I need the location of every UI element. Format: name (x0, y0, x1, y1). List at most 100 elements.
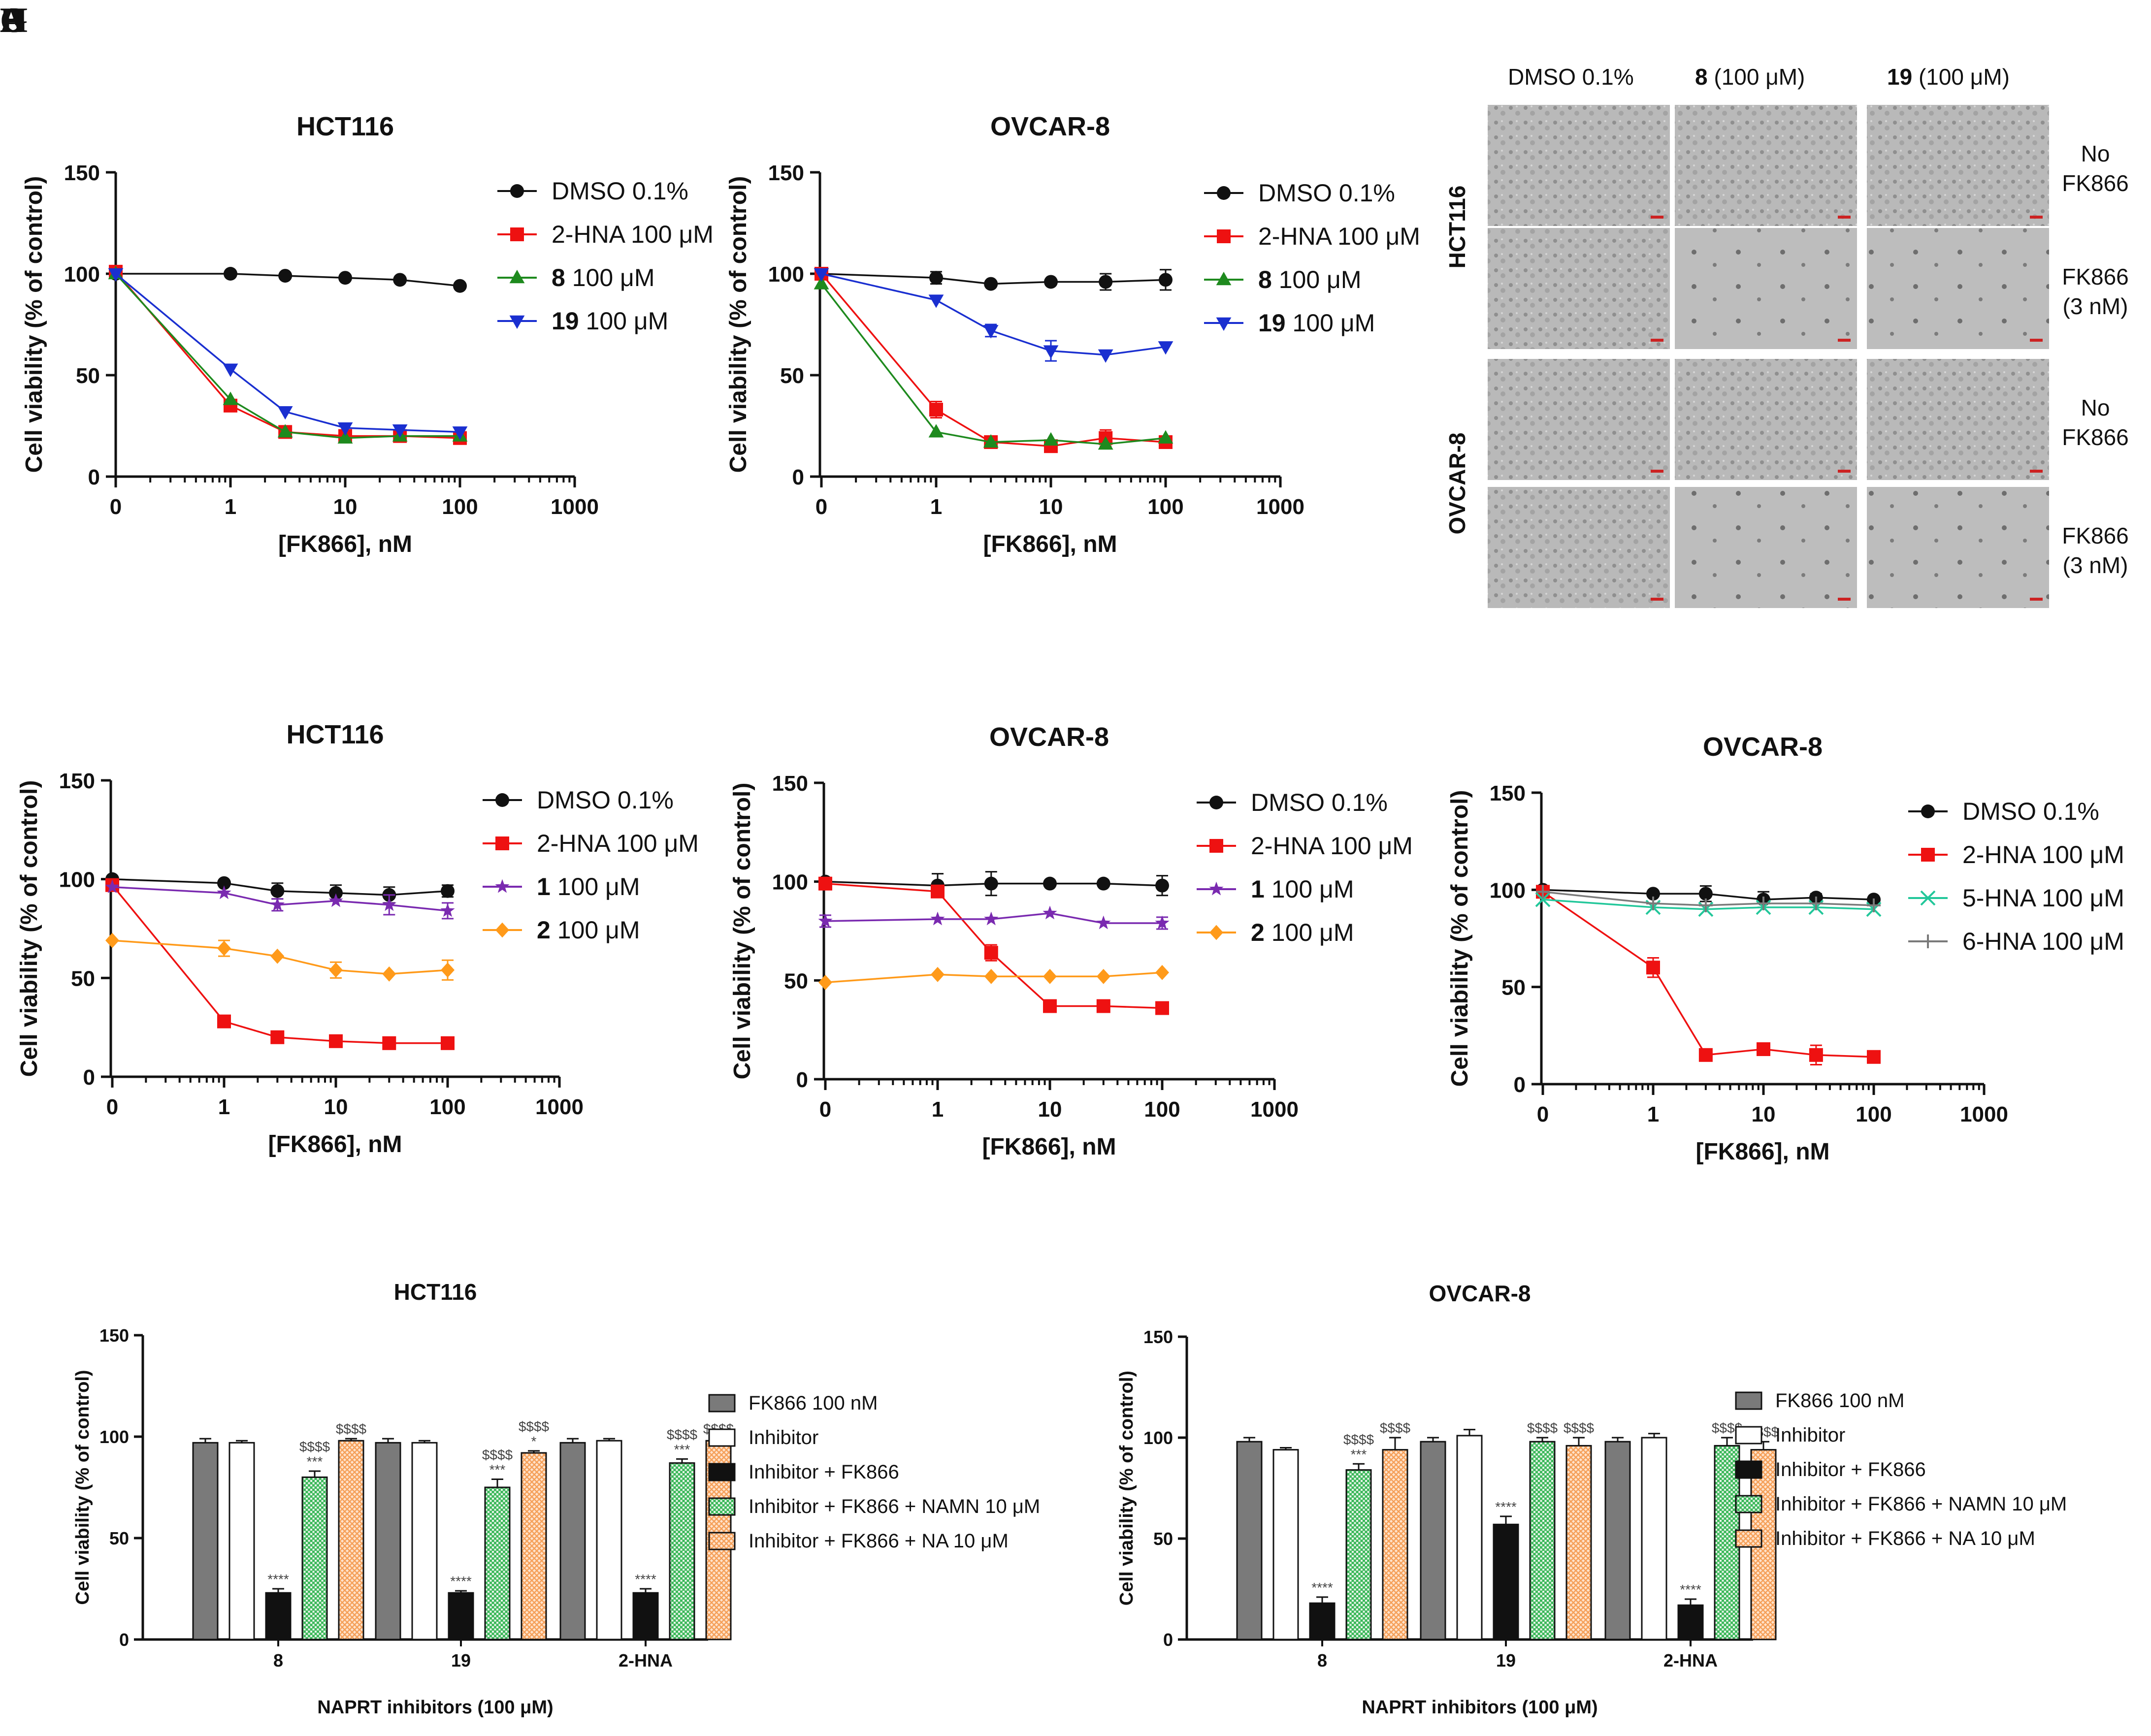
marker-triangle-down (223, 363, 238, 377)
marker-circle (1921, 804, 1935, 818)
line-chart-e: OVCAR-8 0 50 100 150 0 1 10 100 1000 [FK866], nM Ce… (729, 722, 1413, 1160)
series-line (1542, 891, 1874, 1058)
x-axis-label: [FK866], nM (1695, 1139, 1829, 1165)
y-tick-label: 100 (1490, 878, 1526, 902)
micrograph-grid: DMSO 0.1% 8 (100 μM) 19 (100 μM)NoFK866FK8… (1444, 64, 2129, 609)
marker-circle (453, 279, 467, 293)
marker-diamond (495, 922, 509, 938)
marker-diamond (382, 966, 396, 982)
x-axis-label: [FK866], nM (983, 531, 1117, 557)
marker-triangle-down (337, 422, 353, 436)
significance-label: $$$$ (299, 1439, 330, 1454)
legend-entry: DMSO 0.1% (1258, 179, 1395, 207)
marker-square (1096, 999, 1110, 1013)
marker-star (984, 911, 999, 926)
micrograph-frame (1674, 227, 1858, 350)
marker-diamond (217, 940, 231, 956)
marker-star (1096, 915, 1111, 930)
marker-star (1043, 905, 1057, 920)
legend-bold-part: 1 (537, 873, 551, 900)
legend-entry: 2-HNA 100 μM (537, 830, 699, 857)
x-tick-label: 1000 (535, 1095, 584, 1119)
marker-circle (217, 876, 231, 890)
bar (1382, 1449, 1408, 1640)
marker-diamond (105, 932, 119, 948)
y-tick-label: 100 (59, 868, 95, 892)
marker-circle (984, 876, 998, 891)
legend-bold-part: 2 (537, 916, 551, 944)
marker-diamond (1209, 925, 1223, 940)
legend-entry: Inhibitor (749, 1427, 818, 1448)
marker-triangle-down (1043, 345, 1059, 359)
legend-entry: DMSO 0.1% (1251, 789, 1388, 816)
marker-star (217, 885, 231, 900)
y-tick-label: 50 (71, 966, 95, 991)
x-tick-label: 1 (930, 495, 942, 519)
marker-square (1809, 1048, 1823, 1062)
bar (375, 1442, 401, 1640)
y-tick-label: 150 (1490, 781, 1526, 805)
legend-bold-part: 8 (1258, 266, 1272, 293)
legend-entry: 19 100 μM (552, 307, 668, 335)
significance-label: **** (1680, 1582, 1701, 1597)
legend-entry: 2-HNA 100 μM (1962, 841, 2124, 868)
micrograph-column-header: 19 (100 μM) (1887, 64, 2010, 90)
marker-triangle (277, 424, 293, 438)
legend-entry: 1 100 μM (537, 873, 640, 900)
marker-x-stroke (1920, 890, 1936, 906)
legend-text-part: 2-HNA 100 μM (1251, 832, 1413, 860)
bar (1456, 1435, 1483, 1640)
marker-x (1920, 890, 1936, 906)
marker-triangle (1043, 432, 1059, 446)
micrograph-image (1674, 486, 1858, 609)
bar (632, 1592, 659, 1640)
scale-bar (2030, 216, 2043, 219)
legend-entry: Inhibitor + FK866 + NAMN 10 μM (749, 1496, 1040, 1517)
significance-label: $$$$ (482, 1447, 513, 1463)
series-8-100-m (814, 276, 1173, 450)
panel-label-d: D (0, 0, 26, 40)
marker-circle (1096, 876, 1110, 891)
marker-triangle-down (223, 363, 238, 377)
marker-square (1096, 999, 1110, 1013)
bar (1529, 1441, 1556, 1640)
chart-title: OVCAR-8 (1429, 1281, 1531, 1306)
marker-star (1043, 905, 1057, 920)
marker-square (329, 1034, 343, 1048)
micrograph-frame (1866, 104, 2050, 227)
y-tick-label: 150 (1143, 1327, 1173, 1347)
marker-square (270, 1030, 285, 1044)
marker-star (1096, 915, 1111, 930)
y-axis-label: Cell viability (% of control) (16, 780, 42, 1077)
bar (484, 1486, 511, 1640)
series-2-hna-100-m (1536, 885, 1881, 1066)
marker-star (270, 897, 285, 911)
marker-triangle-down (277, 406, 293, 420)
marker-diamond (495, 922, 509, 938)
marker-diamond (1209, 925, 1223, 940)
marker-square (1757, 1042, 1770, 1056)
bar (559, 1442, 586, 1640)
marker-square (495, 836, 509, 850)
marker-triangle-down (452, 426, 468, 440)
legend-entry: 2 100 μM (1251, 919, 1354, 946)
series-line (825, 971, 1163, 984)
marker-triangle-down (108, 268, 124, 282)
legend-entry: Inhibitor + FK866 + NAMN 10 μM (1775, 1493, 2067, 1515)
marker-square (1921, 848, 1935, 862)
marker-plus (1867, 898, 1881, 912)
y-axis-label: Cell viability (% of control) (729, 783, 755, 1080)
series-dmso-0-1- (815, 267, 1173, 291)
y-tick-label: 50 (76, 364, 100, 388)
marker-triangle (1158, 430, 1173, 444)
marker-circle (217, 876, 231, 890)
chart-title: OVCAR-8 (990, 112, 1110, 141)
marker-square (1217, 229, 1231, 243)
x-tick-label: 1000 (1250, 1097, 1299, 1122)
marker-triangle (814, 276, 829, 289)
marker-star (818, 913, 833, 928)
y-tick-label: 100 (772, 870, 808, 895)
panel-label-b: B (0, 0, 24, 40)
marker-circle (984, 876, 998, 891)
legend-entry: FK866 100 nM (749, 1392, 878, 1414)
